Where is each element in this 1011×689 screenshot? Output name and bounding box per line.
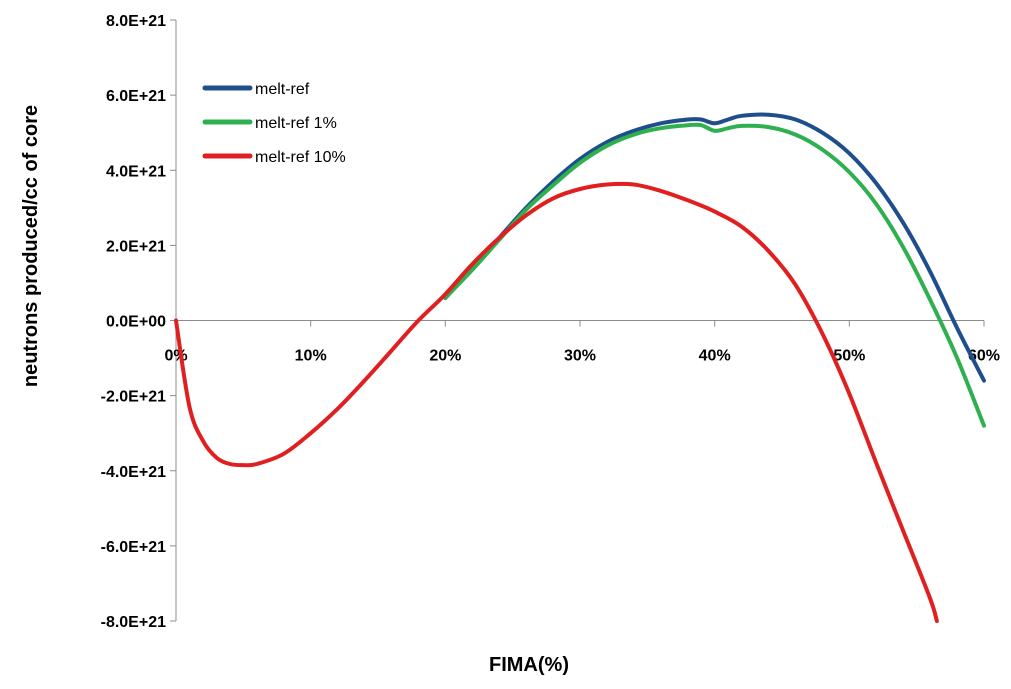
y-tick-label: 6.0E+21 [106, 88, 166, 105]
axes: 8.0E+21 6.0E+21 4.0E+21 2.0E+21 0.0E+00 -2.0E… [101, 13, 1000, 631]
y-tick-label: -8.0E+21 [101, 614, 166, 631]
y-tick-label: 2.0E+21 [106, 238, 166, 255]
legend-label: melt-ref [255, 81, 310, 98]
y-tick-label: 4.0E+21 [106, 163, 166, 180]
y-tick-label: -2.0E+21 [101, 389, 166, 406]
y-tick-label: 8.0E+21 [106, 13, 166, 30]
y-axis-title: neutrons produced/cc of core [20, 105, 42, 387]
series-line-melt-ref-10 [174, 181, 939, 623]
series-line-melt-ref-1 [443, 122, 986, 428]
y-tick-label: 0.0E+00 [106, 314, 166, 331]
x-axis-title: FIMA(%) [489, 654, 569, 676]
series-line-melt-ref [443, 112, 986, 383]
y-tick-label: -4.0E+21 [101, 464, 166, 481]
x-tick-label: 10% [295, 348, 327, 365]
series-lines [174, 112, 986, 623]
legend-label: melt-ref 10% [255, 149, 346, 166]
x-tick-label: 50% [833, 348, 865, 365]
legend: melt-ref melt-ref 1% melt-ref 10% [202, 81, 346, 166]
x-tick-label: 30% [564, 348, 596, 365]
x-tick-label: 40% [699, 348, 731, 365]
legend-label: melt-ref 1% [255, 115, 337, 132]
x-tick-label: 0% [164, 348, 187, 365]
x-tick-label: 60% [968, 348, 1000, 365]
y-tick-label: -6.0E+21 [101, 539, 166, 556]
x-tick-label: 20% [429, 348, 461, 365]
